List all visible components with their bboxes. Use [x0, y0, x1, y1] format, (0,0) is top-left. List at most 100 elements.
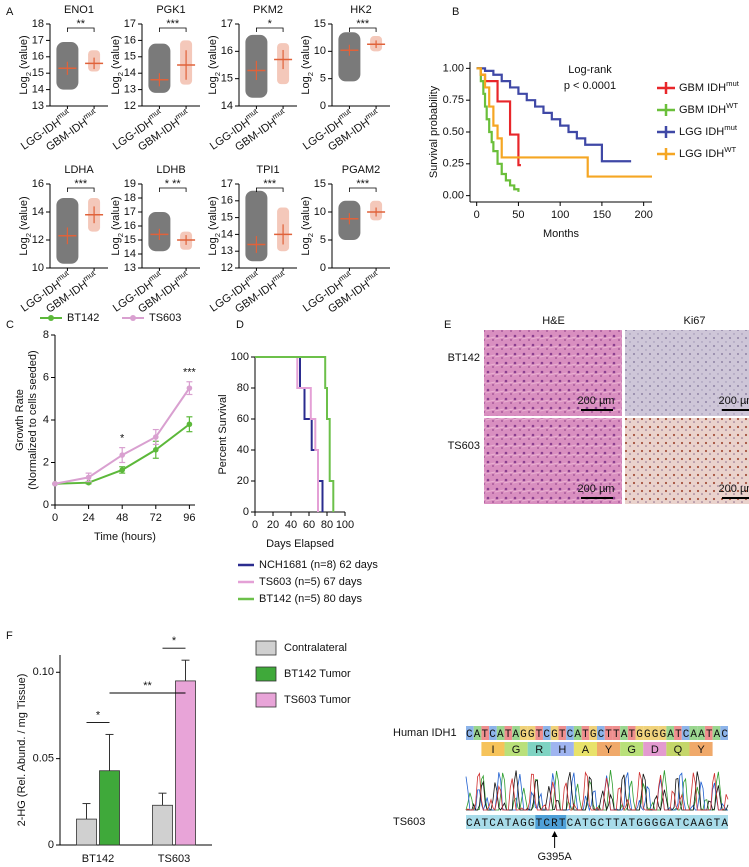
- significance-label: **: [76, 18, 85, 30]
- nucleotide-box: [504, 726, 513, 740]
- nucleotide-box: [612, 726, 621, 740]
- panel-letter: E: [444, 319, 451, 331]
- amino-acid-box: [597, 742, 621, 756]
- significance-bracket: [349, 187, 377, 192]
- significance-label: *: [268, 18, 273, 30]
- y-axis-label-part: (value): [300, 196, 312, 233]
- mutation-highlight: [535, 815, 567, 829]
- legend-label-part: LGG IDH: [679, 148, 724, 160]
- x-axis-label: Time (hours): [94, 531, 156, 543]
- scale-label: 200 µm: [719, 395, 749, 407]
- bar: [175, 680, 196, 846]
- y-tick-label: 1.00: [443, 62, 464, 74]
- significance-label: ***: [356, 178, 370, 190]
- nucleotide-box: [681, 726, 690, 740]
- y-axis-label-part: 2: [116, 72, 125, 76]
- significance-label: ***: [166, 18, 180, 30]
- y-tick-label: 10: [314, 45, 326, 57]
- y-tick-label: 100: [231, 351, 249, 363]
- dot-cloud: [338, 32, 361, 82]
- scale-label: 200 µm: [719, 483, 749, 495]
- legend-label-part: mut: [726, 79, 740, 88]
- x-tick-label: 150: [593, 209, 611, 221]
- x-tick-label-part: mut: [146, 268, 162, 283]
- y-axis-label: Log2 (value): [207, 35, 222, 94]
- chromatogram-trace: [465, 770, 728, 811]
- arrow-head: [551, 831, 558, 837]
- amino-acid: G: [512, 744, 521, 756]
- y-axis-label-part: (value): [18, 35, 30, 72]
- point: [186, 421, 193, 428]
- legend-swatch: [255, 692, 277, 708]
- plot-title: LDHA: [64, 164, 94, 176]
- amino-acid-box: [689, 742, 713, 756]
- x-tick-label-part: mut: [363, 268, 379, 283]
- significance-label: **: [143, 680, 152, 692]
- annotation: Log-rank: [568, 64, 612, 76]
- nucleotide-box: [604, 726, 613, 740]
- x-tick-label-part: mut: [270, 268, 286, 283]
- legend-label: GBM IDHmut: [679, 79, 740, 94]
- point: [85, 474, 92, 481]
- y-tick-label: 8: [43, 329, 49, 341]
- y-axis-label: 2-HG (Rel. Abund. / mg Tissue): [16, 674, 28, 827]
- significance-bracket: [349, 27, 377, 32]
- amino-acid: Y: [605, 744, 613, 756]
- nucleotide-box: [481, 726, 490, 740]
- y-tick-label: 15: [221, 73, 233, 85]
- y-axis-label: Log2 (value): [207, 196, 222, 255]
- y-axis-label-part: 2: [306, 72, 315, 76]
- point: [186, 385, 193, 391]
- y-tick-label: 13: [221, 245, 233, 257]
- y-tick-label: 16: [124, 34, 136, 46]
- mutation-label: G395A: [537, 851, 572, 863]
- legend-label: Contralateral: [284, 642, 347, 654]
- dot-cloud: [245, 190, 268, 262]
- nucleotide-box: [589, 726, 597, 740]
- y-axis-label-part: Log: [207, 76, 219, 94]
- panel-letter: D: [236, 319, 244, 331]
- y-axis-label-part: (value): [207, 196, 219, 233]
- legend-swatch: [255, 640, 277, 656]
- x-tick-label-part: mut: [173, 106, 189, 121]
- y-tick-label: 15: [314, 178, 326, 190]
- y-axis-label: Survival probability: [428, 85, 440, 178]
- significance-bracket: [159, 27, 187, 32]
- y-tick-label: 14: [221, 228, 233, 240]
- nucleotide-box: [627, 726, 636, 740]
- x-tick-label-part: mut: [81, 268, 97, 283]
- legend-label-part: GBM IDH: [679, 104, 726, 116]
- y-tick-label: 0: [320, 100, 326, 112]
- bar: [99, 770, 120, 846]
- nucleotide-box: [473, 726, 482, 740]
- y-axis-label: Log2 (value): [18, 35, 33, 94]
- y-axis-label-part: 2: [24, 233, 33, 237]
- y-axis-label-part: Log: [207, 237, 219, 255]
- survival-curve: [255, 356, 335, 512]
- y-tick-label: 12: [221, 262, 233, 274]
- y-tick-label: 19: [124, 178, 136, 190]
- point: [119, 452, 125, 458]
- legend-label-part: LGG IDH: [679, 126, 724, 138]
- amino-acid-box: [504, 742, 528, 756]
- point: [153, 434, 159, 440]
- legend-label: GBM IDHWT: [679, 101, 738, 116]
- amino-acid-box: [573, 742, 597, 756]
- y-tick-label: 14: [221, 100, 233, 112]
- legend-label-part: WT: [726, 101, 738, 110]
- plot-title: PKM2: [253, 4, 283, 16]
- panel-letter: F: [6, 630, 13, 642]
- plot-title: TPI1: [256, 164, 279, 176]
- row-label: TS603: [448, 440, 480, 452]
- legend-label-part: WT: [724, 145, 736, 154]
- y-tick-label: 0.10: [33, 666, 54, 678]
- plot-title: PGAM2: [342, 164, 381, 176]
- x-tick-label: 0: [52, 512, 58, 524]
- y-tick-label: 17: [124, 18, 136, 30]
- scale-label: 200 µm: [578, 395, 615, 407]
- amino-acid: R: [535, 744, 543, 756]
- y-tick-label: 0.50: [443, 126, 464, 138]
- micrograph: [625, 330, 749, 416]
- y-tick-label: 17: [124, 206, 136, 218]
- y-tick-label: 12: [32, 234, 44, 246]
